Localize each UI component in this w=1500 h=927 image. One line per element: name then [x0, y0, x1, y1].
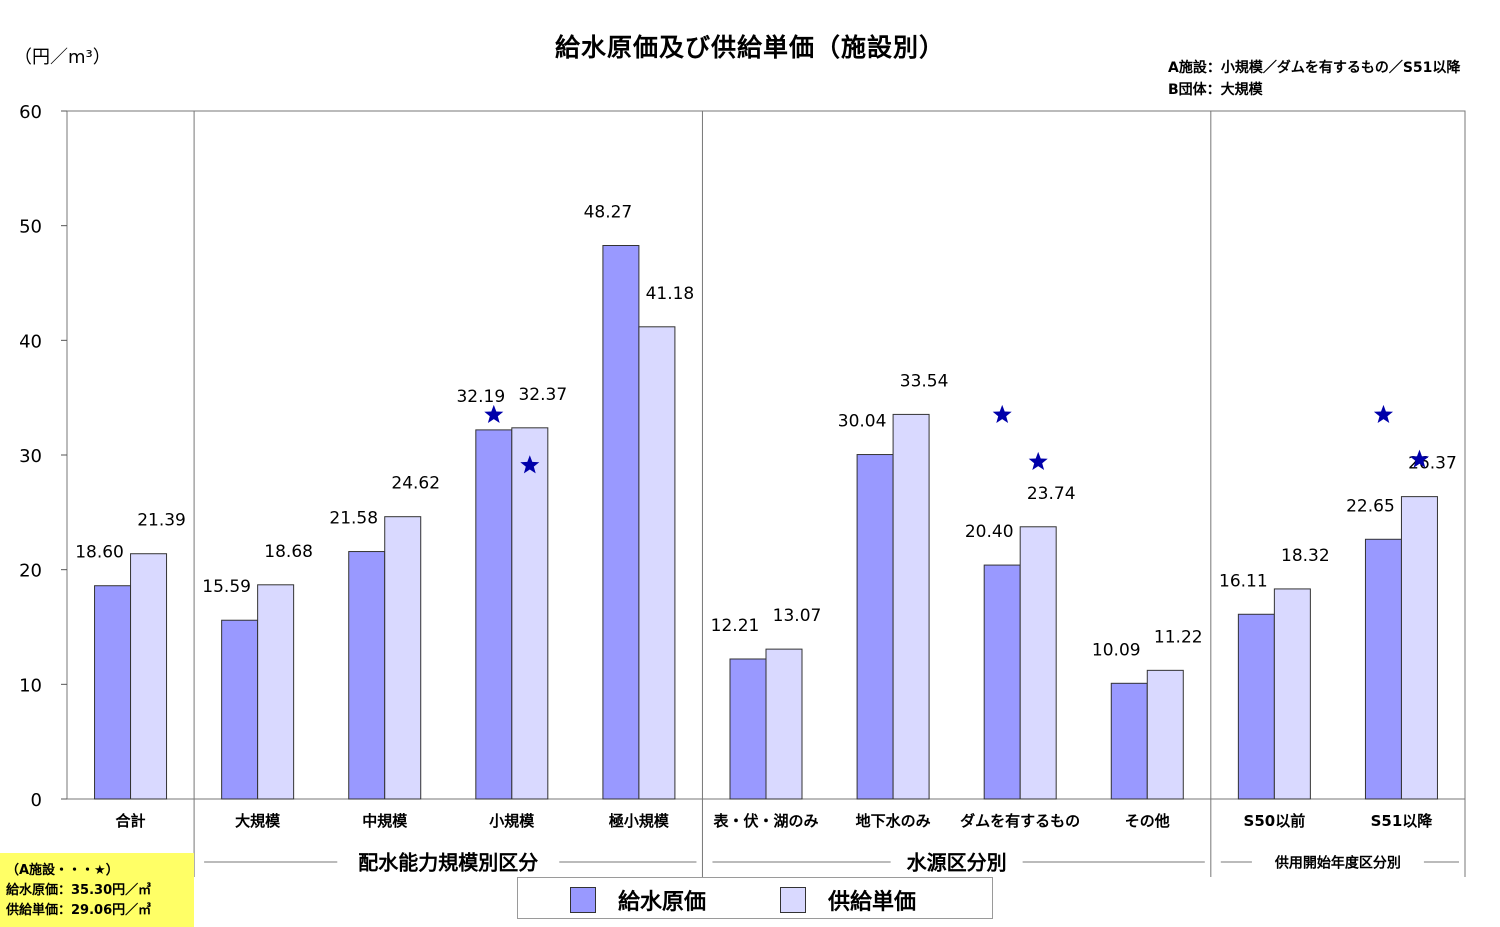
bar-price	[892, 413, 930, 800]
group-label: 配水能力規模別区分	[358, 851, 538, 875]
bar-price	[765, 648, 803, 800]
data-label: 41.18	[646, 284, 695, 304]
bar-cost	[1364, 538, 1402, 800]
category-label: S50以前	[1244, 812, 1306, 830]
footnote-line-1: （A施設・・・★）	[6, 863, 119, 878]
y-tick-label: 20	[19, 561, 42, 582]
category-label: 大規模	[235, 812, 281, 830]
bar-cost	[1110, 682, 1148, 800]
data-label: 15.59	[202, 577, 251, 597]
data-label: 18.32	[1281, 546, 1330, 566]
bar-price	[384, 516, 422, 800]
footnote-line-2: 給水原価：35.30円／㎥	[6, 883, 152, 898]
y-axis-unit: （円／m³）	[14, 47, 111, 68]
star-marker	[1028, 451, 1048, 470]
note-b-organization: B団体：大規模	[1168, 82, 1263, 98]
bar-price	[1019, 526, 1057, 800]
data-label: 21.58	[329, 509, 378, 529]
bar-cost	[983, 564, 1021, 800]
star-marker	[1373, 404, 1393, 423]
category-label: 合計	[115, 812, 146, 830]
bar-price	[638, 326, 676, 800]
data-label: 12.21	[711, 616, 760, 636]
category-label: 小規模	[489, 812, 535, 830]
y-tick-label: 10	[19, 675, 42, 696]
group-label: 水源区分別	[907, 851, 1007, 875]
data-label: 20.40	[965, 522, 1014, 542]
star-marker	[484, 404, 504, 423]
bar-cost	[1237, 613, 1275, 800]
data-label: 30.04	[838, 412, 887, 432]
bar-cost	[94, 585, 132, 800]
star-marker	[1409, 449, 1429, 468]
data-label: 10.09	[1092, 640, 1141, 660]
bar-price	[1146, 669, 1184, 800]
bar-cost	[221, 619, 259, 800]
bar-cost	[602, 245, 640, 800]
data-label: 21.39	[137, 511, 186, 531]
bar-cost	[475, 429, 513, 800]
category-label: 中規模	[362, 812, 408, 830]
group-label: 供用開始年度区分別	[1274, 854, 1401, 871]
data-label: 16.11	[1219, 571, 1268, 591]
y-tick-label: 50	[19, 217, 42, 238]
bar-price	[1400, 496, 1438, 800]
bar-price	[257, 584, 295, 800]
y-tick-label: 60	[19, 102, 42, 123]
data-label: 24.62	[391, 474, 440, 494]
data-label: 18.60	[75, 543, 124, 563]
category-label: 表・伏・湖のみ	[713, 812, 818, 830]
footnote-line-3: 供給単価：29.06円／㎥	[6, 903, 152, 918]
legend-label-price: 供給単価	[828, 890, 917, 915]
data-label: 33.54	[900, 371, 949, 391]
category-label: S51以降	[1371, 812, 1434, 830]
data-label: 32.19	[456, 387, 505, 407]
data-label: 48.27	[584, 203, 633, 223]
legend-item-price: 供給単価	[780, 884, 916, 916]
legend-item-cost: 給水原価	[570, 884, 706, 916]
legend-swatch-price	[780, 887, 806, 913]
data-label: 11.22	[1154, 627, 1203, 647]
category-label: その他	[1125, 812, 1170, 830]
category-label: 極小規模	[608, 812, 670, 830]
note-a-facility: A施設：小規模／ダムを有するもの／S51以降	[1168, 60, 1461, 76]
chart-title: 給水原価及び供給単価（施設別）	[554, 33, 945, 62]
star-marker	[992, 404, 1012, 423]
data-label: 23.74	[1027, 484, 1076, 504]
category-label: 地下水のみ	[856, 812, 931, 830]
bar-cost	[729, 658, 767, 800]
data-label: 18.68	[264, 542, 313, 562]
y-tick-label: 0	[31, 790, 42, 811]
bar-price	[130, 553, 168, 800]
y-tick-label: 40	[19, 331, 42, 352]
legend-swatch-cost	[570, 887, 596, 913]
legend-label-cost: 給水原価	[618, 890, 707, 915]
bar-price	[511, 427, 549, 800]
star-marker	[520, 455, 540, 474]
star-footnote-box: （A施設・・・★） 給水原価：35.30円／㎥ 供給単価：29.06円／㎥	[0, 853, 194, 927]
data-label: 22.65	[1346, 496, 1395, 516]
bar-cost	[348, 551, 386, 800]
category-label: ダムを有するもの	[960, 812, 1080, 830]
data-label: 13.07	[773, 606, 822, 626]
bar-price	[1273, 588, 1311, 800]
data-label: 32.37	[518, 385, 567, 405]
y-tick-label: 30	[19, 446, 42, 467]
bar-cost	[856, 454, 894, 800]
legend: 給水原価 供給単価	[517, 877, 993, 919]
